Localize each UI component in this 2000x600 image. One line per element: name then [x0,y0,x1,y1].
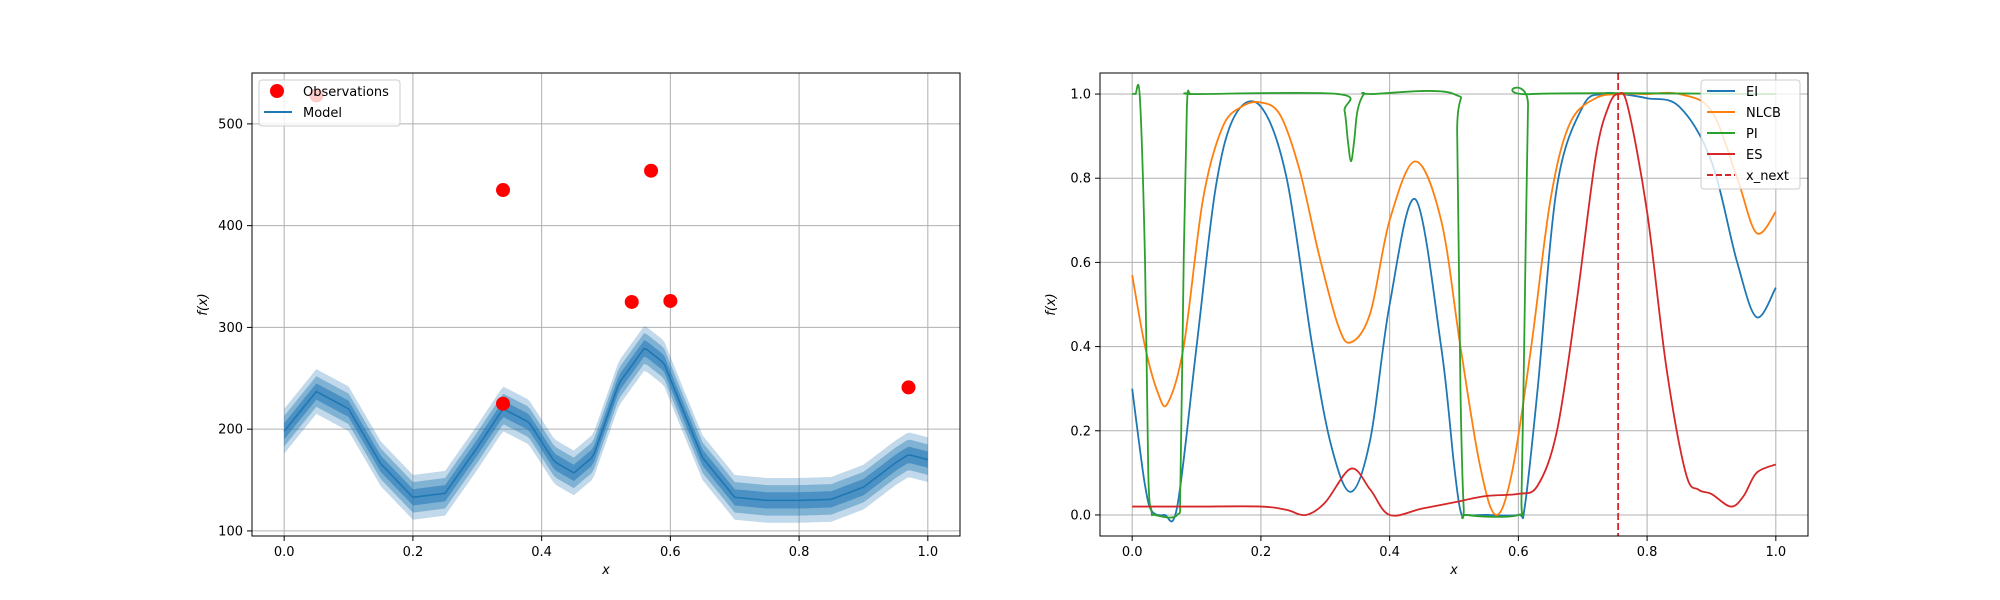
y-tick-label: 100 [218,524,243,539]
observation-point [644,163,659,178]
legend: EI NLCB PI ES x_next [1700,79,1801,190]
y-tick-label: 0.4 [1070,340,1091,355]
axes-frame [1099,72,1809,537]
x-tick-label: 0.0 [1122,545,1143,560]
legend-label-x-next: x_next [1746,169,1789,184]
tick-marks: 0.0 0.2 0.4 0.6 0.8 1.0 0.0 0.2 0.4 0.6 0.8 1.0 [1070,88,1786,560]
observation-points [309,88,916,411]
x-tick-label: 0.4 [531,545,552,560]
y-tick-label: 300 [218,321,243,336]
y-tick-label: 0.6 [1070,256,1091,271]
x-tick-label: 0.8 [789,545,810,560]
grid-lines [252,73,960,536]
series-line-pi [1132,83,1776,520]
legend-label-ei: EI [1746,85,1758,100]
legend-box [1700,79,1801,190]
legend-label-pi: PI [1746,127,1758,142]
legend-label-observations: Observations [303,85,389,100]
legend-box [258,79,401,127]
tick-marks: 0.0 0.2 0.4 0.6 0.8 1.0 100 200 300 400 500 [218,117,938,560]
y-axis-label: f(x) [1044,293,1059,315]
y-tick-label: 200 [218,423,243,438]
acquisition-plot: 0.0 0.2 0.4 0.6 0.8 1.0 0.0 0.2 0.4 0.6 0.8 1.0 x f(x… [1044,72,1809,578]
x-tick-label: 0.6 [1508,545,1529,560]
y-tick-label: 0.2 [1070,424,1091,439]
legend-label-es: ES [1746,148,1762,163]
legend-label-model: Model [303,106,342,121]
model-mean-line [283,347,929,502]
legend-marker-observations [270,84,284,98]
x-tick-label: 0.2 [403,545,424,560]
y-tick-label: 500 [218,117,243,132]
y-tick-label: 0.8 [1070,172,1091,187]
x-tick-label: 0.0 [274,545,295,560]
series-line-es [1132,91,1777,517]
x-axis-label: x [601,563,610,578]
observation-point [624,294,639,309]
y-tick-label: 400 [218,219,243,234]
x-tick-label: 0.6 [660,545,681,560]
x-tick-label: 1.0 [917,545,938,560]
series-line-nlcb [1131,91,1777,516]
x-axis-label: x [1449,563,1458,578]
axes-frame [251,72,961,537]
x-tick-label: 0.4 [1379,545,1400,560]
observation-point [663,293,678,308]
y-axis-label: f(x) [196,293,211,315]
x-tick-label: 1.0 [1765,545,1786,560]
observation-point [901,380,916,395]
observation-point [496,183,511,198]
model-plot: 0.0 0.2 0.4 0.6 0.8 1.0 100 200 300 400 500 x f(x) Ob… [196,72,961,578]
y-tick-label: 1.0 [1070,88,1091,103]
legend: Observations Model [258,79,401,127]
model-uncertainty-bands [284,326,928,523]
observation-point [496,396,511,411]
x-tick-label: 0.8 [1637,545,1658,560]
legend-label-nlcb: NLCB [1746,106,1781,121]
confidence-band [284,340,928,509]
acquisition-lines [1131,83,1777,523]
y-tick-label: 0.0 [1070,508,1091,523]
x-tick-label: 0.2 [1251,545,1272,560]
